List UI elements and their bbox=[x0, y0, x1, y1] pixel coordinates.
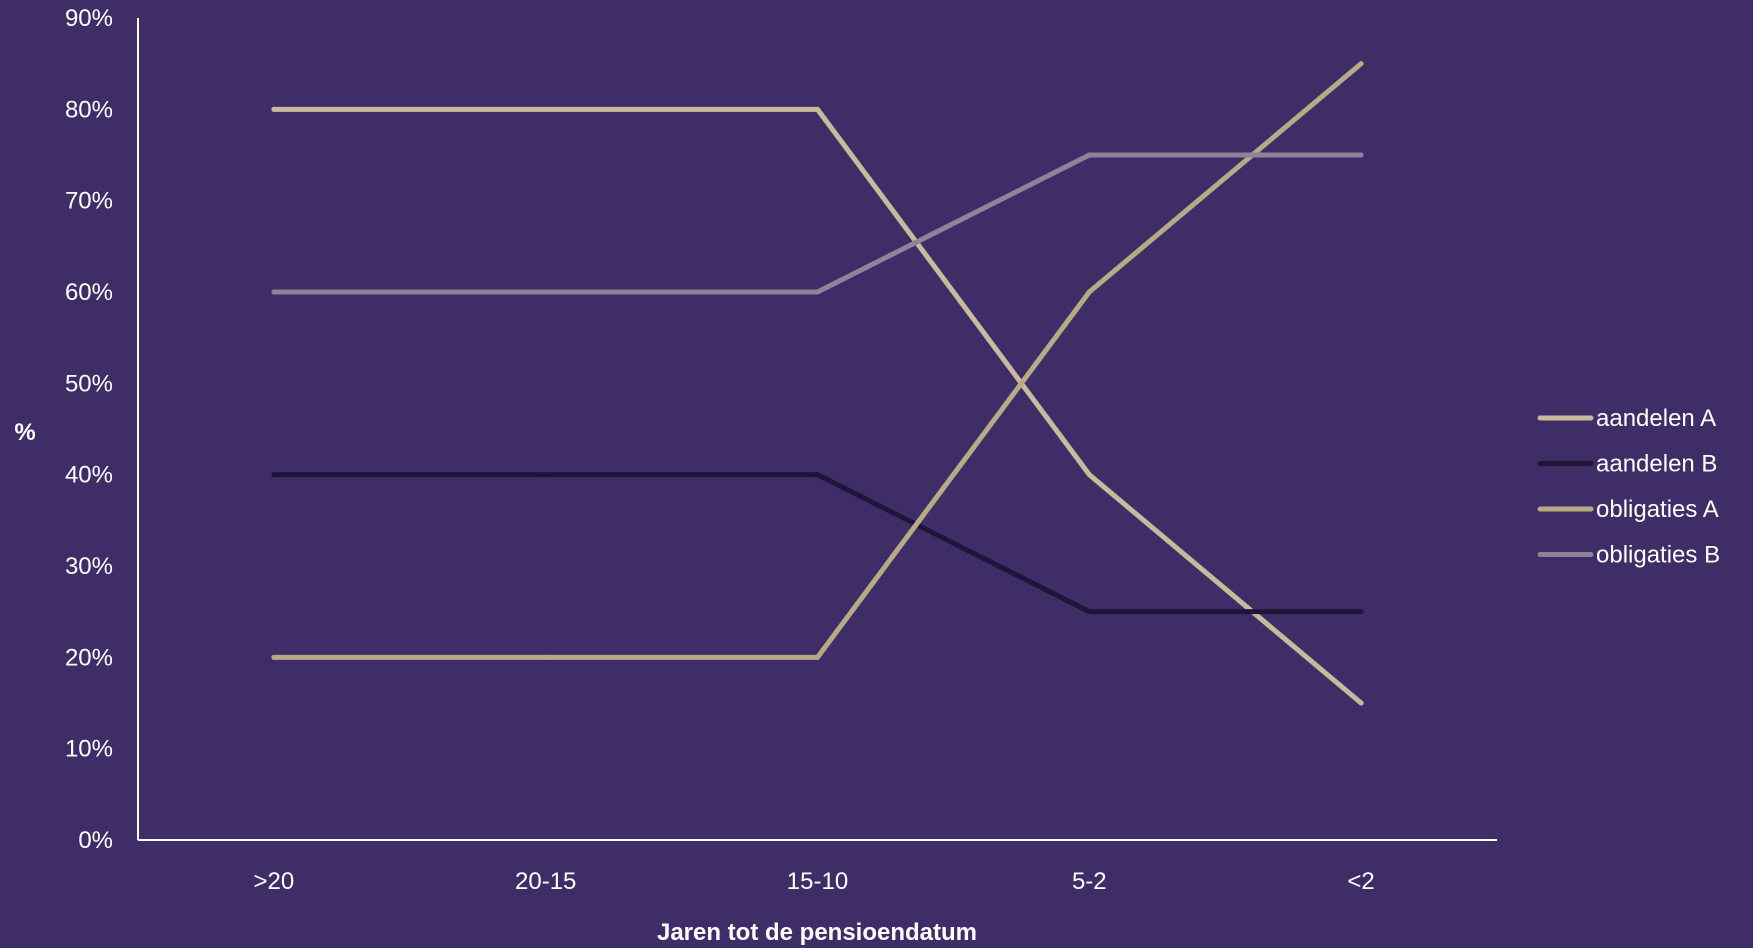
x-axis-ticks: >20 20-15 15-10 5-2 <2 bbox=[254, 868, 1375, 895]
data-point bbox=[271, 289, 277, 295]
data-point bbox=[543, 106, 549, 112]
data-point bbox=[815, 106, 820, 112]
data-point bbox=[1086, 609, 1092, 615]
y-tick-label: 80% bbox=[65, 96, 113, 123]
x-tick-label: 20-15 bbox=[515, 868, 576, 895]
x-tick-label: 15-10 bbox=[787, 868, 848, 895]
series-lines bbox=[271, 61, 1364, 706]
y-tick-label: 70% bbox=[65, 188, 113, 215]
legend: aandelen A aandelen B obligaties A obligati… bbox=[1537, 405, 1720, 569]
legend-label: aandelen B bbox=[1596, 451, 1717, 478]
data-point bbox=[1086, 472, 1092, 478]
data-point bbox=[543, 654, 549, 660]
legend-label: obligaties A bbox=[1596, 496, 1719, 523]
data-point bbox=[1358, 609, 1364, 615]
x-axis-title: Jaren tot de pensioendatum bbox=[657, 919, 977, 946]
y-tick-label: 0% bbox=[78, 827, 113, 854]
x-tick-label: <2 bbox=[1347, 868, 1374, 895]
y-tick-label: 90% bbox=[65, 5, 113, 32]
y-tick-label: 60% bbox=[65, 279, 113, 306]
y-tick-label: 20% bbox=[65, 644, 113, 671]
y-tick-label: 40% bbox=[65, 462, 113, 489]
y-tick-label: 10% bbox=[65, 736, 113, 763]
legend-label: obligaties B bbox=[1596, 542, 1720, 569]
data-point bbox=[815, 289, 820, 295]
data-point bbox=[815, 654, 820, 660]
legend-label: aandelen A bbox=[1596, 405, 1716, 432]
y-axis-ticks: 0% 10% 20% 30% 40% 50% 60% 70% 80% 90% bbox=[65, 5, 113, 854]
data-point bbox=[271, 654, 277, 660]
series-line-2 bbox=[271, 472, 1364, 615]
series-line-4 bbox=[271, 152, 1364, 295]
data-point bbox=[1358, 700, 1364, 706]
data-point bbox=[1358, 61, 1364, 67]
data-point bbox=[815, 472, 820, 478]
data-point bbox=[543, 289, 549, 295]
data-point bbox=[271, 106, 277, 112]
data-point bbox=[1086, 152, 1092, 158]
data-point bbox=[1086, 289, 1092, 295]
data-point bbox=[271, 472, 277, 478]
data-point bbox=[543, 472, 549, 478]
y-axis-title: % bbox=[14, 419, 35, 446]
data-point bbox=[1358, 152, 1364, 158]
x-tick-label: 5-2 bbox=[1072, 868, 1107, 895]
x-tick-label: >20 bbox=[254, 868, 295, 895]
y-tick-label: 30% bbox=[65, 553, 113, 580]
y-tick-label: 50% bbox=[65, 370, 113, 397]
